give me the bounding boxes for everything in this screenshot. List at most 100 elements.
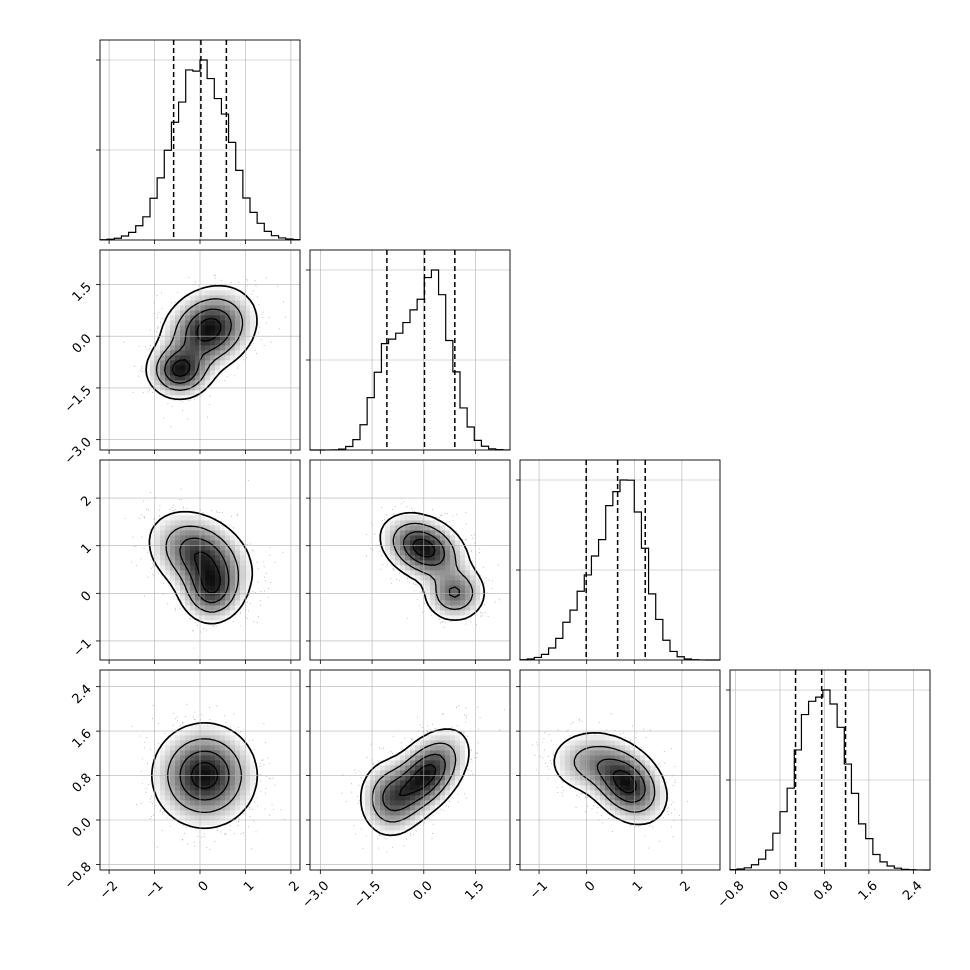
density-cell bbox=[190, 785, 196, 791]
density-cell bbox=[195, 540, 201, 546]
density-cell bbox=[230, 780, 236, 786]
density-cell bbox=[575, 740, 581, 746]
density-cell bbox=[405, 825, 411, 831]
density-cell bbox=[410, 820, 416, 826]
density-cell bbox=[210, 295, 216, 301]
density-cell bbox=[430, 805, 436, 811]
density-cell bbox=[460, 555, 466, 561]
density-cell bbox=[645, 785, 651, 791]
density-cell bbox=[420, 780, 426, 786]
density-cell bbox=[210, 300, 216, 306]
density-cell bbox=[205, 815, 211, 821]
density-cell bbox=[430, 555, 436, 561]
density-cell bbox=[435, 580, 441, 586]
density-cell bbox=[215, 295, 221, 301]
density-cell bbox=[420, 750, 426, 756]
density-cell bbox=[425, 560, 431, 566]
density-cell bbox=[225, 300, 231, 306]
density-cell bbox=[445, 570, 451, 576]
density-cell bbox=[200, 330, 206, 336]
density-cell bbox=[565, 750, 571, 756]
density-cell bbox=[190, 515, 196, 521]
density-cell bbox=[205, 305, 211, 311]
density-cell bbox=[215, 790, 221, 796]
contour-level-1 bbox=[165, 525, 240, 613]
density-cell bbox=[215, 810, 221, 816]
density-cell bbox=[190, 820, 196, 826]
density-cell bbox=[455, 545, 461, 551]
density-cell bbox=[615, 775, 621, 781]
density-cell bbox=[180, 590, 186, 596]
density-cell bbox=[190, 540, 196, 546]
density-cell bbox=[405, 795, 411, 801]
density-cell bbox=[185, 320, 191, 326]
density-cell bbox=[610, 775, 616, 781]
density-cell bbox=[430, 545, 436, 551]
density-cell bbox=[230, 545, 236, 551]
density-cell bbox=[215, 765, 221, 771]
density-cell bbox=[425, 565, 431, 571]
density-cell bbox=[590, 770, 596, 776]
density-cell bbox=[205, 615, 211, 621]
density-cell bbox=[210, 525, 216, 531]
density-cell bbox=[175, 535, 181, 541]
density-cell bbox=[365, 785, 371, 791]
density-cell bbox=[170, 740, 176, 746]
density-cell bbox=[160, 775, 166, 781]
density-cell bbox=[455, 605, 461, 611]
density-cell bbox=[640, 760, 646, 766]
density-cell bbox=[225, 355, 231, 361]
density-cell bbox=[425, 740, 431, 746]
density-cell bbox=[205, 610, 211, 616]
density-cell bbox=[200, 515, 206, 521]
density-cell bbox=[425, 775, 431, 781]
density-cell bbox=[445, 575, 451, 581]
density-cell bbox=[215, 345, 221, 351]
density-cell bbox=[210, 315, 216, 321]
density-cell bbox=[170, 580, 176, 586]
density-cell bbox=[190, 725, 196, 731]
density-cell bbox=[225, 790, 231, 796]
density-cell bbox=[595, 775, 601, 781]
density-cell bbox=[210, 355, 216, 361]
density-cell bbox=[390, 765, 396, 771]
density-cell bbox=[440, 765, 446, 771]
density-cell bbox=[175, 730, 181, 736]
density-cell bbox=[465, 585, 471, 591]
density-cell bbox=[575, 760, 581, 766]
density-cell bbox=[150, 540, 156, 546]
density-cell bbox=[215, 315, 221, 321]
density-cell bbox=[235, 770, 241, 776]
density-cell bbox=[225, 290, 231, 296]
density-cell bbox=[210, 730, 216, 736]
density-cell bbox=[390, 535, 396, 541]
density-cell bbox=[240, 790, 246, 796]
density-cell bbox=[595, 770, 601, 776]
density-cell bbox=[435, 570, 441, 576]
density-cell bbox=[155, 785, 161, 791]
density-cell bbox=[385, 760, 391, 766]
density-cell bbox=[160, 560, 166, 566]
density-cell bbox=[220, 575, 226, 581]
contour-level-3 bbox=[612, 769, 637, 794]
density-cell bbox=[235, 590, 241, 596]
density-cell bbox=[395, 805, 401, 811]
density-cell bbox=[155, 540, 161, 546]
density-cell bbox=[245, 580, 251, 586]
density-cell bbox=[200, 545, 206, 551]
density-cell bbox=[400, 805, 406, 811]
density-cell bbox=[230, 815, 236, 821]
density-cell bbox=[190, 765, 196, 771]
density-cell bbox=[220, 540, 226, 546]
density-cell bbox=[580, 770, 586, 776]
x-tick-label: 2.4 bbox=[900, 878, 925, 903]
density-cell bbox=[590, 745, 596, 751]
density-cell bbox=[470, 600, 476, 606]
contour-level-1 bbox=[167, 738, 243, 814]
density-cell bbox=[455, 560, 461, 566]
density-cell bbox=[435, 795, 441, 801]
density-cell bbox=[455, 745, 461, 751]
density-cell bbox=[160, 545, 166, 551]
density-cell bbox=[230, 600, 236, 606]
density-cell bbox=[450, 740, 456, 746]
